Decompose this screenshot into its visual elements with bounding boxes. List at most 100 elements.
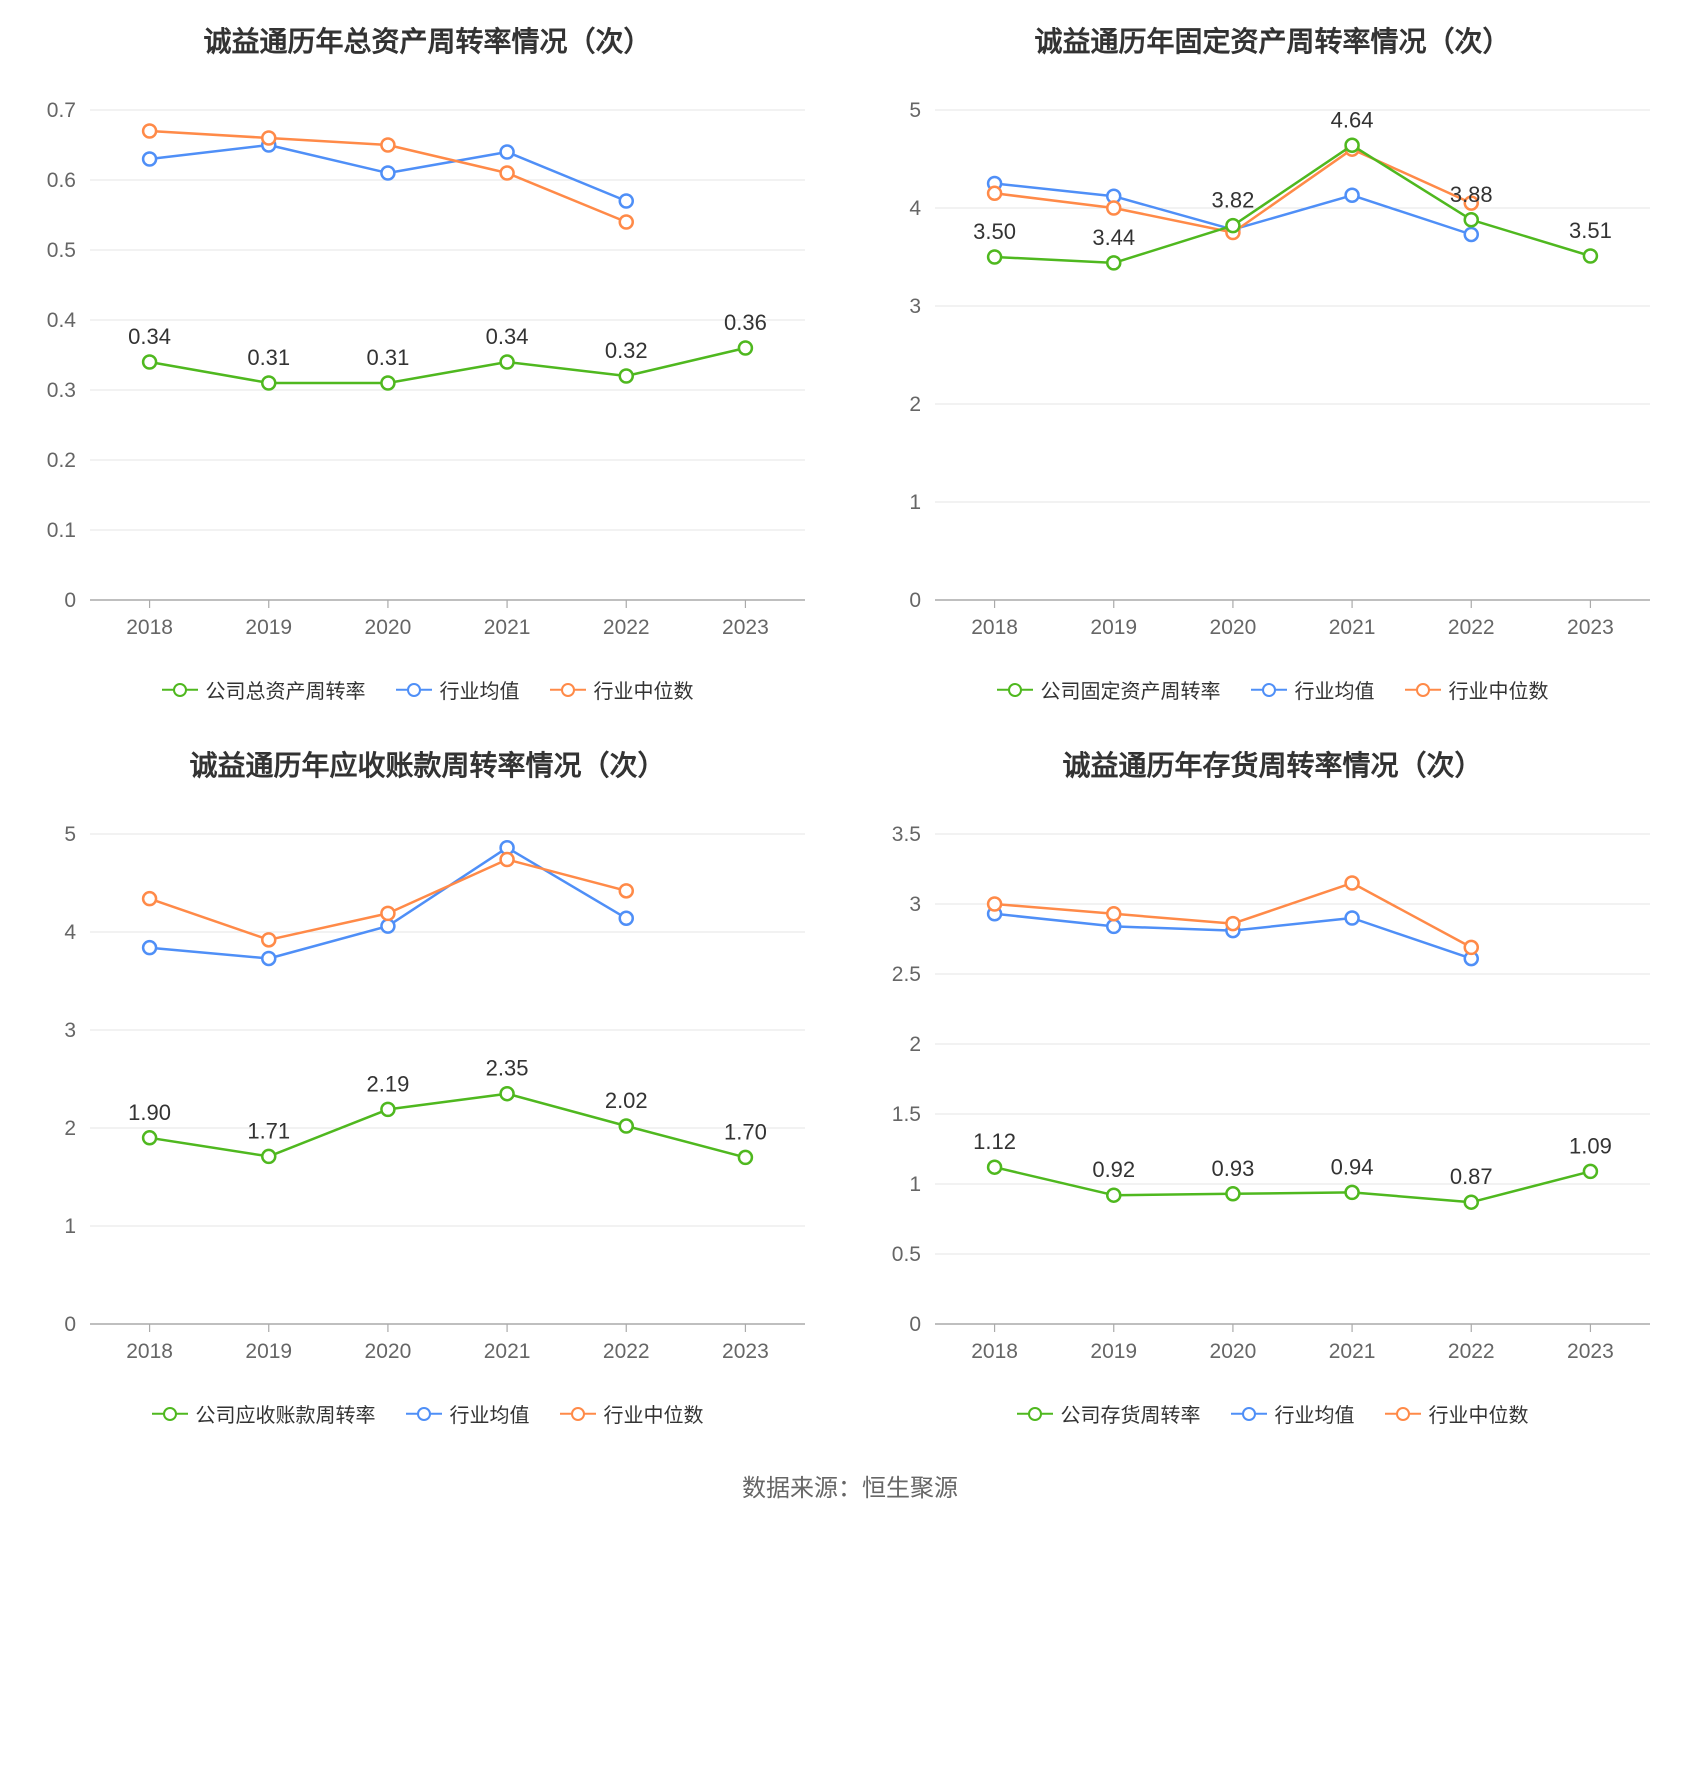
series-marker-industry_median [1226,917,1239,930]
y-tick-label: 0 [64,589,76,612]
chart-panel-inventory_turnover: 诚益通历年存货周转率情况（次）00.511.522.533.5201820192… [865,744,1680,1428]
series-marker-industry_mean [620,912,633,925]
series-marker-company [381,1103,394,1116]
legend-item-industry_mean[interactable]: 行业均值 [396,675,520,704]
data-label: 0.87 [1450,1164,1493,1189]
x-tick-label: 2019 [245,616,292,639]
y-tick-label: 0 [64,1313,76,1336]
series-marker-company [1346,139,1359,152]
data-label: 2.02 [605,1088,648,1113]
legend-label: 行业均值 [450,1399,530,1428]
legend-marker-icon [152,1407,188,1421]
series-marker-industry_median [620,216,633,229]
series-marker-company [1107,256,1120,269]
data-label: 0.31 [367,345,410,370]
data-label: 1.71 [247,1118,290,1143]
chart-plot-area: 0123452018201920202021202220231.901.712.… [20,814,835,1374]
series-marker-industry_mean [620,195,633,208]
y-tick-label: 3 [909,893,921,916]
chart-legend: 公司存货周转率 行业均值 行业中位数 [865,1399,1680,1428]
chart-grid: 诚益通历年总资产周转率情况（次）00.10.20.30.40.50.60.720… [20,20,1680,1428]
series-marker-company [1226,1187,1239,1200]
data-label: 0.92 [1092,1157,1135,1182]
x-tick-label: 2018 [971,616,1018,639]
series-marker-industry_median [620,884,633,897]
series-marker-industry_median [1465,941,1478,954]
x-tick-label: 2019 [245,1340,292,1363]
series-marker-industry_mean [143,941,156,954]
data-label: 3.88 [1450,182,1493,207]
x-tick-label: 2021 [484,616,531,639]
series-marker-industry_median [143,125,156,138]
legend-item-company[interactable]: 公司应收账款周转率 [152,1399,376,1428]
legend-item-industry_median[interactable]: 行业中位数 [550,675,694,704]
y-tick-label: 0.5 [892,1243,921,1266]
x-tick-label: 2022 [603,1340,650,1363]
data-label: 1.90 [128,1100,171,1125]
x-tick-label: 2023 [1567,616,1614,639]
legend-item-industry_mean[interactable]: 行业均值 [1231,1399,1355,1428]
series-marker-company [143,1131,156,1144]
series-marker-industry_mean [262,952,275,965]
y-tick-label: 0.2 [47,449,76,472]
legend-item-company[interactable]: 公司存货周转率 [1017,1399,1201,1428]
chart-title: 诚益通历年总资产周转率情况（次） [20,20,835,60]
legend-label: 公司总资产周转率 [206,675,366,704]
chart-legend: 公司总资产周转率 行业均值 行业中位数 [20,675,835,704]
series-marker-company [620,370,633,383]
chart-panel-receivables_turnover: 诚益通历年应收账款周转率情况（次）01234520182019202020212… [20,744,835,1428]
y-tick-label: 5 [909,99,921,122]
legend-label: 公司存货周转率 [1061,1399,1201,1428]
x-tick-label: 2019 [1090,1340,1137,1363]
y-tick-label: 0.7 [47,99,76,122]
chart-title: 诚益通历年应收账款周转率情况（次） [20,744,835,784]
legend-item-industry_mean[interactable]: 行业均值 [1251,675,1375,704]
y-tick-label: 0.4 [47,309,77,332]
y-tick-label: 1 [64,1215,76,1238]
chart-plot-area: 0123452018201920202021202220233.503.443.… [865,90,1680,650]
series-marker-company [739,342,752,355]
chart-legend: 公司固定资产周转率 行业均值 行业中位数 [865,675,1680,704]
data-label: 3.50 [973,219,1016,244]
chart-panel-fixed_asset_turnover: 诚益通历年固定资产周转率情况（次）01234520182019202020212… [865,20,1680,704]
series-marker-industry_mean [1346,189,1359,202]
chart-title: 诚益通历年固定资产周转率情况（次） [865,20,1680,60]
series-marker-company [1584,250,1597,263]
x-tick-label: 2023 [1567,1340,1614,1363]
legend-item-company[interactable]: 公司总资产周转率 [162,675,366,704]
y-tick-label: 3 [909,295,921,318]
series-marker-industry_median [501,167,514,180]
legend-marker-icon [1017,1407,1053,1421]
series-marker-company [1465,1196,1478,1209]
legend-item-industry_median[interactable]: 行业中位数 [560,1399,704,1428]
x-tick-label: 2022 [603,616,650,639]
x-tick-label: 2020 [1210,616,1257,639]
series-line-company [150,348,746,383]
legend-label: 行业中位数 [1449,675,1549,704]
x-tick-label: 2018 [971,1340,1018,1363]
data-label: 0.32 [605,338,648,363]
legend-item-company[interactable]: 公司固定资产周转率 [997,675,1221,704]
y-tick-label: 0.5 [47,239,76,262]
legend-item-industry_mean[interactable]: 行业均值 [406,1399,530,1428]
series-marker-industry_median [1346,877,1359,890]
chart-panel-total_asset_turnover: 诚益通历年总资产周转率情况（次）00.10.20.30.40.50.60.720… [20,20,835,704]
series-marker-industry_median [381,139,394,152]
legend-label: 行业均值 [1295,675,1375,704]
data-label: 3.44 [1092,225,1135,250]
series-marker-company [262,1150,275,1163]
series-marker-company [1346,1186,1359,1199]
series-marker-company [143,356,156,369]
data-label: 0.36 [724,310,767,335]
series-marker-company [1465,213,1478,226]
legend-marker-icon [1405,683,1441,697]
data-label: 2.35 [486,1056,529,1081]
legend-item-industry_median[interactable]: 行业中位数 [1385,1399,1529,1428]
data-source-footer: 数据来源：恒生聚源 [20,1468,1680,1503]
data-label: 0.93 [1212,1156,1255,1181]
chart-title: 诚益通历年存货周转率情况（次） [865,744,1680,784]
legend-marker-icon [1251,683,1287,697]
y-tick-label: 0.6 [47,169,76,192]
legend-item-industry_median[interactable]: 行业中位数 [1405,675,1549,704]
legend-label: 行业中位数 [604,1399,704,1428]
